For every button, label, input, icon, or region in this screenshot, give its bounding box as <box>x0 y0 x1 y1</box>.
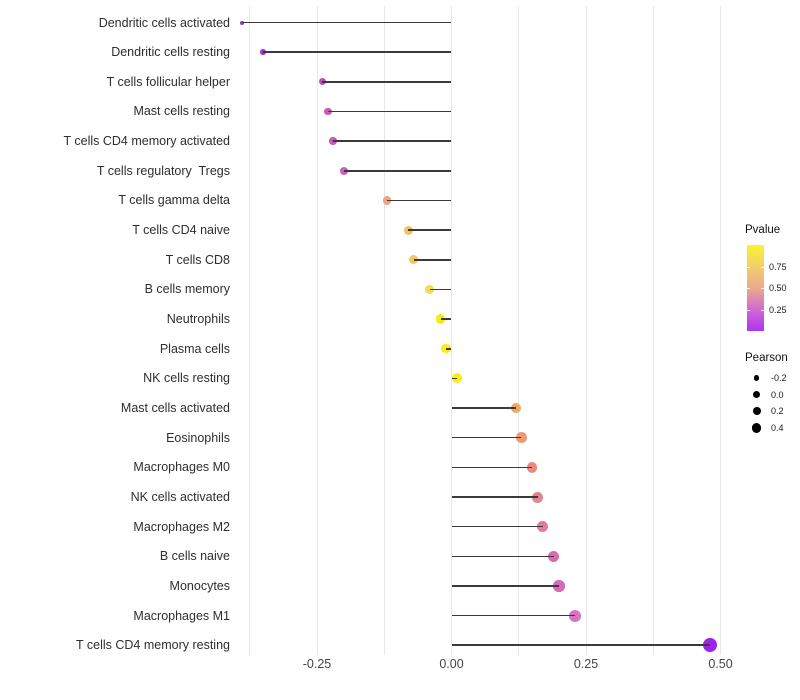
pearson-size-dot <box>751 423 762 433</box>
lollipop-stem <box>333 140 452 142</box>
pvalue-gradient-tick <box>747 266 750 268</box>
category-label: Macrophages M2 <box>133 519 230 534</box>
lollipop-dot <box>569 609 582 622</box>
lollipop-stem <box>408 229 452 231</box>
category-label: T cells CD4 naive <box>132 223 230 238</box>
x-axis-tick-label: 0.25 <box>573 657 599 671</box>
lollipop-dot <box>553 580 565 592</box>
category-label: Plasma cells <box>159 341 230 356</box>
x-gridline <box>316 6 318 655</box>
category-label: T cells CD4 memory activated <box>63 134 231 149</box>
pearson-size-label: 0.2 <box>771 406 784 417</box>
lollipop-dot <box>537 521 549 533</box>
category-label: T cells CD4 memory resting <box>76 638 230 653</box>
category-label: T cells regulatory Tregs <box>96 163 230 178</box>
pvalue-gradient-tick <box>761 288 764 289</box>
pvalue-legend-tick-label: 0.75 <box>769 261 787 272</box>
pvalue-gradient-tick <box>747 288 750 289</box>
lollipop-stem <box>429 288 452 291</box>
x-axis-tick-label: 0.00 <box>439 657 464 671</box>
category-label: Macrophages M1 <box>133 608 230 623</box>
x-gridline <box>652 6 654 655</box>
lollipop-dot <box>547 550 560 563</box>
pearson-size-dot <box>753 375 760 381</box>
category-label: B cells naive <box>159 549 230 564</box>
category-label: Mast cells resting <box>133 104 230 119</box>
lollipop-dot <box>451 373 462 384</box>
x-gridline <box>249 6 251 655</box>
x-gridline <box>383 6 385 655</box>
lollipop-stem <box>451 466 533 469</box>
lollipop-stem <box>343 169 452 172</box>
lollipop-stem <box>386 199 452 202</box>
category-label: Eosinophils <box>166 430 230 445</box>
lollipop-dot <box>511 403 522 414</box>
pvalue-legend-title: Pvalue <box>745 224 781 236</box>
lollipop-stem <box>451 585 560 587</box>
pvalue-gradient-tick <box>761 309 764 311</box>
lollipop-stem <box>451 614 576 617</box>
x-axis-tick-label: 0.50 <box>708 657 733 671</box>
lollipop-stem <box>451 555 554 558</box>
pearson-legend-title: Pearson <box>745 352 788 364</box>
pearson-size-dot <box>752 407 761 416</box>
lollipop-dot <box>702 638 717 653</box>
pvalue-gradient-tick <box>761 266 764 268</box>
category-label: Mast cells activated <box>120 401 230 416</box>
category-label: T cells gamma delta <box>118 193 230 208</box>
pvalue-gradient-bar <box>747 245 764 331</box>
category-label: Monocytes <box>169 578 230 593</box>
lollipop-stem <box>241 21 452 24</box>
category-label: Dendritic cells activated <box>98 15 230 30</box>
lollipop-stem <box>451 644 710 647</box>
pvalue-gradient-tick <box>747 309 750 311</box>
pvalue-legend-tick-label: 0.50 <box>769 283 787 293</box>
category-label: B cells memory <box>144 282 230 297</box>
pearson-size-label: -0.2 <box>771 373 787 383</box>
x-axis-tick-label: -0.25 <box>302 657 332 671</box>
lollipop-stem <box>263 51 452 53</box>
lollipop-stem <box>413 258 452 261</box>
lollipop-stem <box>451 407 517 409</box>
pearson-size-dot <box>753 391 760 399</box>
category-label: T cells follicular helper <box>106 74 230 89</box>
lollipop-stem <box>451 436 522 439</box>
lollipop-stem <box>451 377 457 380</box>
category-label: Neutrophils <box>166 312 230 327</box>
lollipop-stem <box>451 525 543 528</box>
pvalue-legend-tick-label: 0.25 <box>769 304 787 315</box>
lollipop-dot <box>532 491 544 503</box>
lollipop-stem <box>446 347 452 350</box>
pearson-size-label: 0.4 <box>771 423 784 434</box>
lollipop-dot <box>516 432 527 443</box>
category-label: NK cells resting <box>143 371 230 386</box>
x-gridline <box>518 6 520 655</box>
lollipop-stem <box>322 81 452 83</box>
x-gridline <box>585 6 587 655</box>
lollipop-stem <box>440 318 452 320</box>
pearson-size-label: 0.0 <box>771 389 784 400</box>
category-label: T cells CD8 <box>165 252 230 267</box>
lollipop-stem <box>327 110 452 113</box>
lollipop-dot <box>526 462 538 473</box>
lollipop-stem <box>451 496 538 498</box>
category-label: Macrophages M0 <box>133 460 230 475</box>
category-label: NK cells activated <box>130 490 230 504</box>
category-label: Dendritic cells resting <box>111 45 230 60</box>
x-gridline <box>451 6 452 655</box>
x-gridline <box>720 6 721 655</box>
